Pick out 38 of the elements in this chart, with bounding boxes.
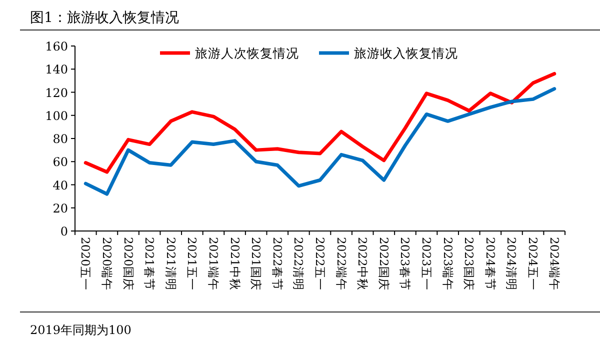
x-tick-label: 2023端午 (440, 237, 455, 290)
x-tick-label: 2022国庆 (376, 237, 391, 290)
x-tick-label: 2020国庆 (121, 237, 136, 290)
y-tick-label: 160 (45, 40, 68, 54)
x-tick-label: 2023国庆 (462, 237, 476, 290)
y-tick-label: 20 (52, 201, 68, 216)
x-tick-label: 2021端午 (206, 237, 220, 290)
y-tick-label: 40 (52, 178, 68, 192)
legend-label: 旅游人次恢复情况 (195, 46, 299, 60)
x-tick-label: 2023五一 (420, 237, 434, 290)
x-tick-label: 2021春节 (142, 237, 157, 290)
x-tick-label: 2022端午 (334, 237, 348, 290)
text: 2019年同期为100 (30, 323, 132, 337)
x-tick-label: 2024五一 (526, 237, 540, 290)
line-series (84, 87, 556, 196)
x-tick-label: 2023春节 (398, 237, 412, 290)
x-tick-label: 2022中秋 (356, 237, 370, 290)
x-tick-label: 2021清明 (164, 237, 178, 290)
x-tick-label: 2021中秋 (228, 237, 242, 290)
x-tick-label: 2020五一 (78, 237, 93, 290)
chart-title: 图1：旅游收入恢复情况 (30, 10, 179, 26)
y-tick-label: 140 (45, 62, 68, 77)
y-tick-label: 0 (60, 224, 68, 238)
line-series (84, 72, 556, 174)
x-tick-label: 2024清明 (504, 237, 519, 290)
x-tick-label: 2021国庆 (249, 237, 264, 290)
x-tick-label: 2021五一 (185, 237, 200, 290)
x-tick-label: 2024春节 (483, 237, 498, 290)
x-tick-label: 2024端午 (547, 237, 562, 290)
y-tick-label: 120 (45, 86, 68, 100)
y-tick-label: 60 (52, 155, 68, 170)
x-tick-label: 2022清明 (292, 237, 306, 290)
y-tick-label: 100 (45, 108, 68, 123)
x-tick-label: 2022五一 (313, 237, 327, 290)
legend-label: 旅游收入恢复情况 (354, 46, 458, 60)
x-tick-label: 2020端午 (100, 237, 114, 290)
y-tick-label: 80 (52, 132, 68, 146)
x-tick-label: 2022春节 (270, 237, 284, 290)
